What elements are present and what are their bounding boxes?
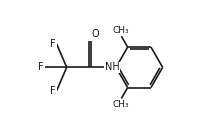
Text: NH: NH	[105, 62, 119, 72]
Text: F: F	[38, 62, 44, 72]
Text: F: F	[50, 39, 56, 49]
Text: CH₃: CH₃	[112, 26, 129, 35]
Text: O: O	[92, 29, 99, 39]
Text: CH₃: CH₃	[112, 100, 129, 109]
Text: F: F	[50, 86, 56, 96]
